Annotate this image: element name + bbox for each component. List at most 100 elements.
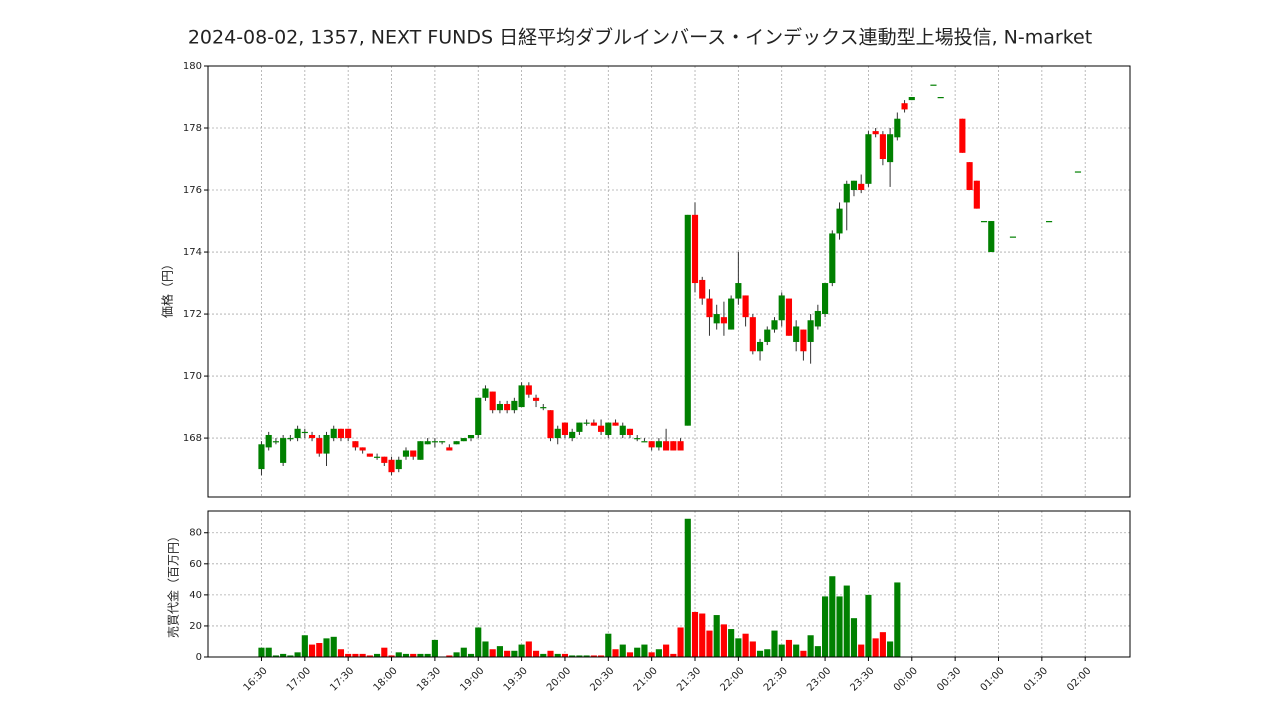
volume-bar — [800, 650, 807, 657]
y-tick-label: 174 — [183, 247, 202, 258]
volume-bar — [663, 644, 670, 657]
volume-bar — [742, 633, 749, 657]
candle-body — [937, 97, 944, 99]
candle-body — [814, 310, 821, 327]
candle-body — [959, 118, 966, 153]
volume-bar — [504, 650, 511, 657]
volume-bar — [308, 644, 316, 657]
volume-bar — [684, 518, 691, 657]
candle-body — [822, 283, 829, 315]
candle-body — [793, 326, 800, 342]
volume-bar — [561, 653, 569, 657]
candle-body — [460, 438, 467, 442]
candle-body — [634, 438, 641, 440]
x-tick-label: 20:30 — [588, 665, 616, 693]
volume-bar — [872, 638, 879, 657]
volume-bar — [511, 650, 518, 657]
y-tick-label: 168 — [183, 433, 202, 444]
volume-bar — [381, 647, 388, 657]
y-axis-title: 価格（円） — [160, 258, 175, 318]
candle-body — [684, 214, 691, 426]
volume-bar — [764, 649, 771, 657]
candle-body — [670, 441, 677, 451]
candle-body — [980, 221, 988, 223]
volume-bar — [626, 652, 634, 657]
volume-bar — [366, 655, 373, 657]
candle-body — [778, 295, 785, 321]
x-tick-label: 23:00 — [805, 665, 833, 693]
volume-bar — [374, 653, 381, 657]
candle-body — [598, 425, 605, 432]
x-tick-label: 00:00 — [892, 665, 920, 693]
x-tick-label: 17:00 — [285, 665, 313, 693]
y-tick-label: 178 — [183, 123, 202, 134]
volume-bar — [735, 638, 742, 657]
candle-body — [467, 434, 475, 439]
candle-body — [374, 456, 381, 458]
volume-bar — [294, 652, 301, 657]
candle-body — [272, 441, 279, 443]
volume-bar — [836, 596, 843, 657]
candle-body — [352, 441, 359, 448]
candle-body — [908, 97, 915, 101]
candle-body — [1046, 221, 1053, 223]
candle-body — [648, 441, 655, 448]
volume-bar — [301, 635, 308, 657]
volume-bar — [453, 652, 460, 657]
volume-bar — [337, 649, 345, 657]
candle-body — [330, 428, 337, 439]
candle-body — [728, 298, 735, 330]
candle-body — [323, 434, 330, 454]
candle-body — [287, 438, 294, 440]
volume-bar — [424, 653, 431, 657]
candle-body — [489, 391, 496, 411]
candle-body — [713, 314, 720, 324]
candle-body — [720, 317, 727, 324]
candle-body — [771, 320, 778, 330]
volume-bar — [554, 653, 561, 657]
y-tick-label: 80 — [189, 528, 202, 539]
y-tick-label: 180 — [183, 61, 202, 72]
x-tick-label: 22:00 — [718, 665, 746, 693]
candle-body — [865, 134, 872, 184]
volume-bar — [388, 655, 395, 657]
volume-bar — [879, 632, 886, 657]
volume-bar — [590, 655, 597, 657]
volume-bar — [850, 618, 858, 657]
candle-body — [626, 428, 634, 435]
candle-body — [583, 422, 590, 424]
x-tick-label: 23:30 — [849, 665, 877, 693]
candle-body — [424, 441, 431, 445]
x-tick-label: 17:30 — [328, 665, 356, 693]
candle-body — [453, 441, 460, 445]
volume-bar — [402, 653, 410, 657]
candle-body — [785, 298, 793, 336]
volume-bar — [619, 644, 626, 657]
volume-bar — [894, 582, 901, 657]
volume-bar — [417, 653, 424, 657]
volume-bar — [843, 585, 850, 657]
x-tick-label: 21:30 — [675, 665, 703, 693]
candle-body — [561, 422, 569, 435]
candle-body — [966, 162, 973, 191]
candle-body — [511, 400, 518, 411]
candle-body — [836, 208, 843, 234]
volume-bar — [887, 641, 894, 657]
candle-body — [872, 131, 879, 135]
volume-bar — [410, 653, 417, 657]
candle-body — [641, 441, 648, 443]
candle-body — [699, 279, 706, 299]
volume-bar — [540, 653, 547, 657]
candle-body — [1009, 236, 1017, 238]
price-frame — [207, 65, 1131, 498]
candle-body — [525, 385, 532, 395]
y-tick-label: 176 — [183, 185, 202, 196]
candle-body — [381, 456, 388, 463]
volume-bar — [446, 655, 453, 657]
candle-body — [706, 298, 713, 318]
volume-bar — [865, 594, 872, 657]
volume-bar — [287, 655, 294, 657]
candle-body — [850, 180, 858, 191]
candle-body — [554, 428, 561, 439]
